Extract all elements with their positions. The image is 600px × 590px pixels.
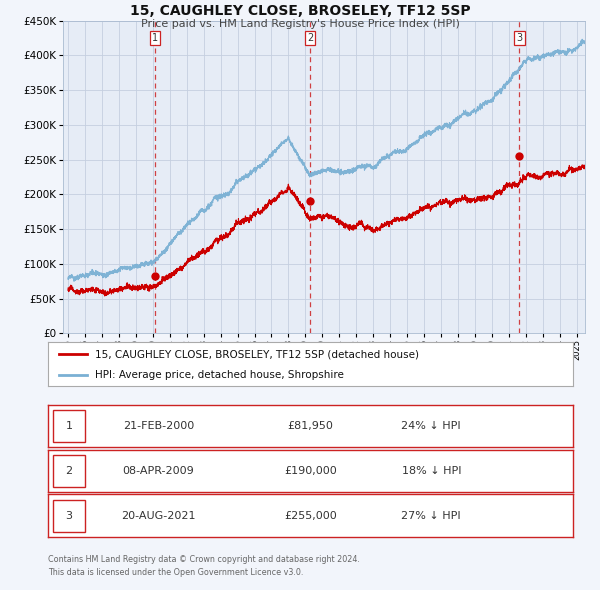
Text: £255,000: £255,000 xyxy=(284,511,337,520)
FancyBboxPatch shape xyxy=(53,410,85,442)
Text: 1: 1 xyxy=(152,33,158,43)
Text: 15, CAUGHLEY CLOSE, BROSELEY, TF12 5SP (detached house): 15, CAUGHLEY CLOSE, BROSELEY, TF12 5SP (… xyxy=(95,349,419,359)
Text: £190,000: £190,000 xyxy=(284,466,337,476)
Text: 08-APR-2009: 08-APR-2009 xyxy=(122,466,194,476)
Text: 3: 3 xyxy=(65,511,73,520)
Text: 2: 2 xyxy=(307,33,313,43)
Text: 3: 3 xyxy=(517,33,523,43)
Text: 20-AUG-2021: 20-AUG-2021 xyxy=(121,511,196,520)
Text: 1: 1 xyxy=(65,421,73,431)
Text: 21-FEB-2000: 21-FEB-2000 xyxy=(122,421,194,431)
Text: 18% ↓ HPI: 18% ↓ HPI xyxy=(401,466,461,476)
Text: HPI: Average price, detached house, Shropshire: HPI: Average price, detached house, Shro… xyxy=(95,369,344,379)
Text: 15, CAUGHLEY CLOSE, BROSELEY, TF12 5SP: 15, CAUGHLEY CLOSE, BROSELEY, TF12 5SP xyxy=(130,4,470,18)
Text: 2: 2 xyxy=(65,466,73,476)
FancyBboxPatch shape xyxy=(53,500,85,532)
Text: Contains HM Land Registry data © Crown copyright and database right 2024.: Contains HM Land Registry data © Crown c… xyxy=(48,555,360,564)
Text: This data is licensed under the Open Government Licence v3.0.: This data is licensed under the Open Gov… xyxy=(48,568,304,577)
FancyBboxPatch shape xyxy=(53,455,85,487)
Text: Price paid vs. HM Land Registry's House Price Index (HPI): Price paid vs. HM Land Registry's House … xyxy=(140,19,460,30)
Text: 27% ↓ HPI: 27% ↓ HPI xyxy=(401,511,461,520)
Text: £81,950: £81,950 xyxy=(287,421,334,431)
Text: 24% ↓ HPI: 24% ↓ HPI xyxy=(401,421,461,431)
